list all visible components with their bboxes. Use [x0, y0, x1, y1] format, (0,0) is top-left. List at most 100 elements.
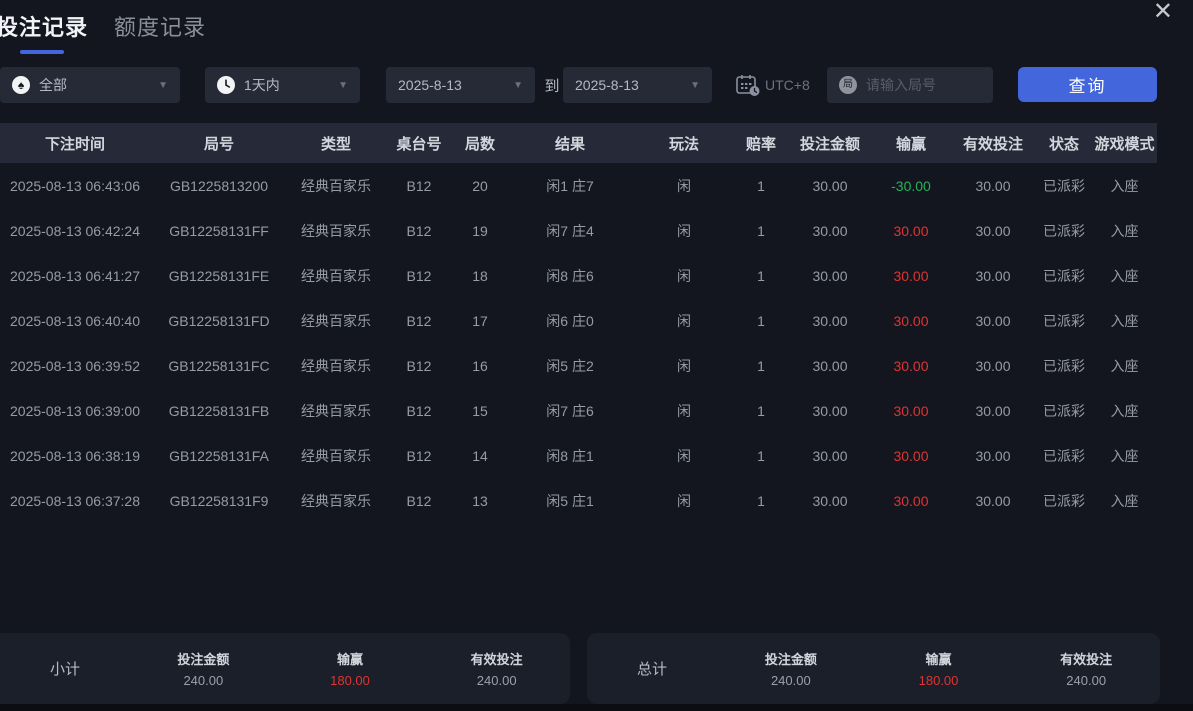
- filter-bar: ♠ 全部 ▼ 1天内 ▼ 2025-8-13 ▼ 到 2025-8-13 ▼: [0, 67, 1193, 103]
- tab-bar: 投注记录 额度记录: [0, 10, 206, 54]
- cell-odds: 1: [757, 492, 765, 509]
- cell-game-type: 经典百家乐: [301, 447, 371, 464]
- cell-play: 闲: [677, 222, 691, 239]
- category-dropdown[interactable]: ♠ 全部 ▼: [0, 67, 180, 103]
- column-header: 局数: [464, 135, 495, 153]
- cell-bet-amount: 30.00: [812, 402, 848, 419]
- cell-round-id: GB12258131FF: [169, 222, 269, 239]
- date-from-dropdown[interactable]: 2025-8-13 ▼: [386, 67, 535, 103]
- round-id-search[interactable]: 局: [827, 67, 993, 103]
- timezone-label: UTC+8: [765, 77, 810, 93]
- cell-valid-bet: 30.00: [975, 177, 1011, 194]
- cell-round-no: 15: [472, 402, 488, 419]
- cell-play: 闲: [677, 267, 691, 284]
- cell-round-id: GB12258131FA: [169, 447, 269, 464]
- cell-result: 闲5 庄2: [546, 357, 594, 374]
- table-row: 2025-08-13 06:40:40 GB12258131FD 经典百家乐 B…: [0, 298, 1157, 343]
- date-range-to-label: 到: [544, 78, 560, 95]
- cell-game-mode: 入座: [1110, 177, 1139, 194]
- cell-table-no: B12: [406, 222, 432, 239]
- cell-bet-time: 2025-08-13 06:40:40: [10, 312, 140, 329]
- table-row: 2025-08-13 06:39:52 GB12258131FC 经典百家乐 B…: [0, 343, 1157, 388]
- cell-table-no: B12: [406, 177, 432, 194]
- spade-icon: ♠: [12, 76, 30, 94]
- cell-win-loss: 30.00: [893, 492, 929, 509]
- column-header: 结果: [554, 135, 585, 153]
- cell-bet-time: 2025-08-13 06:37:28: [10, 492, 140, 509]
- cell-win-loss: 30.00: [893, 267, 929, 284]
- cell-bet-amount: 30.00: [812, 447, 848, 464]
- date-from-value: 2025-8-13: [398, 77, 462, 93]
- cell-valid-bet: 30.00: [975, 402, 1011, 419]
- cell-bet-amount: 30.00: [812, 267, 848, 284]
- close-icon[interactable]: ✕: [1152, 0, 1173, 25]
- table-header-row: 下注时间 局号 类型 桌台号 局数 结果 玩法 赔率 投注金额 输赢 有效投注 状态 游戏模式: [0, 123, 1157, 163]
- cell-win-loss: 30.00: [893, 357, 929, 374]
- cell-valid-bet: 30.00: [975, 357, 1011, 374]
- cell-round-id: GB1225813200: [169, 177, 269, 194]
- cell-result: 闲5 庄1: [546, 492, 594, 509]
- cell-status: 已派彩: [1043, 357, 1085, 374]
- cell-bet-time: 2025-08-13 06:43:06: [10, 177, 140, 194]
- cell-valid-bet: 30.00: [975, 267, 1011, 284]
- date-to-value: 2025-8-13: [575, 77, 639, 93]
- cell-odds: 1: [757, 222, 765, 239]
- cell-bet-time: 2025-08-13 06:39:00: [10, 402, 140, 419]
- cell-play: 闲: [677, 357, 691, 374]
- tab-bet-records-label: 投注记录: [0, 15, 89, 40]
- tab-bet-records[interactable]: 投注记录: [0, 10, 88, 54]
- cell-game-mode: 入座: [1110, 267, 1139, 284]
- table-row: 2025-08-13 06:42:24 GB12258131FF 经典百家乐 B…: [0, 208, 1157, 253]
- cell-play: 闲: [677, 312, 691, 329]
- cell-win-loss: 30.00: [893, 402, 929, 419]
- cell-round-id: GB12258131F9: [169, 492, 269, 509]
- chevron-down-icon: ▼: [338, 79, 348, 91]
- cell-bet-time: 2025-08-13 06:42:24: [10, 222, 140, 239]
- cell-round-id: GB12258131FD: [168, 312, 270, 329]
- chevron-down-icon: ▼: [690, 79, 700, 91]
- tab-quota-records[interactable]: 额度记录: [114, 10, 206, 42]
- cell-play: 闲: [677, 492, 691, 509]
- cell-table-no: B12: [406, 447, 432, 464]
- cell-status: 已派彩: [1043, 267, 1085, 284]
- subtotal-win-loss: 输赢 180.00: [330, 652, 370, 688]
- cell-bet-amount: 30.00: [812, 357, 848, 374]
- column-header: 桌台号: [396, 135, 442, 153]
- cell-valid-bet: 30.00: [975, 492, 1011, 509]
- cell-game-mode: 入座: [1110, 402, 1139, 419]
- subtotal-valid-bet: 有效投注 240.00: [470, 652, 523, 688]
- column-header: 有效投注: [962, 135, 1023, 153]
- table-row: 2025-08-13 06:37:28 GB12258131F9 经典百家乐 B…: [0, 478, 1157, 523]
- cell-game-type: 经典百家乐: [301, 222, 371, 239]
- cell-status: 已派彩: [1043, 447, 1085, 464]
- cell-status: 已派彩: [1043, 402, 1085, 419]
- cell-result: 闲6 庄0: [546, 312, 594, 329]
- cell-round-no: 18: [472, 267, 488, 284]
- cell-win-loss: 30.00: [893, 312, 929, 329]
- table-row: 2025-08-13 06:41:27 GB12258131FE 经典百家乐 B…: [0, 253, 1157, 298]
- cell-result: 闲8 庄6: [546, 267, 594, 284]
- cell-table-no: B12: [406, 312, 432, 329]
- cell-win-loss: 30.00: [893, 222, 929, 239]
- cell-round-no: 20: [472, 177, 488, 194]
- cell-odds: 1: [757, 402, 765, 419]
- cell-odds: 1: [757, 447, 765, 464]
- time-range-dropdown[interactable]: 1天内 ▼: [205, 67, 360, 103]
- round-id-search-input[interactable]: [866, 77, 976, 93]
- total-win-loss: 输赢 180.00: [918, 652, 959, 688]
- cell-table-no: B12: [406, 357, 432, 374]
- cell-bet-amount: 30.00: [812, 492, 848, 509]
- cell-bet-time: 2025-08-13 06:38:19: [10, 447, 140, 464]
- cell-bet-amount: 30.00: [812, 177, 848, 194]
- column-header: 投注金额: [799, 135, 860, 153]
- date-to-dropdown[interactable]: 2025-8-13 ▼: [563, 67, 712, 103]
- column-header: 状态: [1048, 135, 1079, 153]
- cell-game-type: 经典百家乐: [301, 177, 371, 194]
- subtotal-panel: 小计 投注金额 240.00 输赢 180.00 有效投注 240.00: [0, 633, 570, 704]
- cell-status: 已派彩: [1043, 177, 1085, 194]
- bottom-strip: [0, 704, 1193, 711]
- query-button[interactable]: 查询: [1018, 67, 1157, 102]
- cell-bet-amount: 30.00: [812, 312, 848, 329]
- cell-table-no: B12: [406, 267, 432, 284]
- cell-round-id: GB12258131FB: [168, 402, 270, 419]
